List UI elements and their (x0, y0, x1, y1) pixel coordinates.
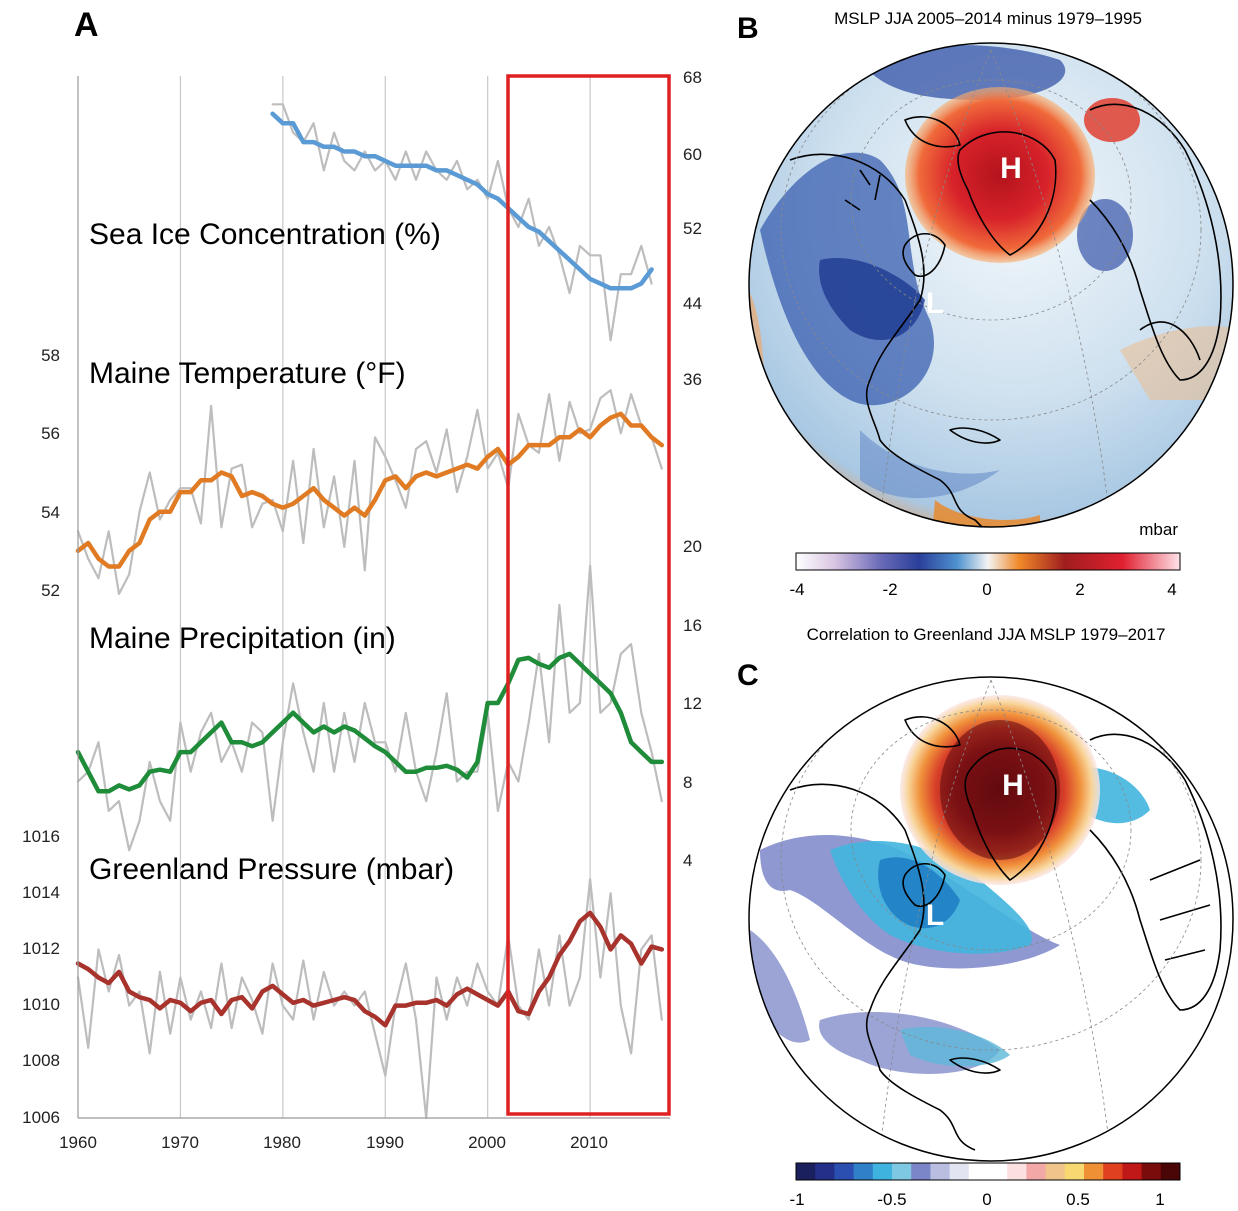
pressure-smoothed-series-line (75, 910, 665, 1028)
precipitation-smoothed-series-line (75, 651, 665, 794)
right-upper-axis-ticks: 68 60 52 44 36 (683, 68, 702, 389)
colorbar-bin (930, 1163, 951, 1180)
tick-label: 54 (41, 503, 60, 522)
colorbar-bin (968, 1163, 989, 1180)
vertical-gridlines (179, 76, 591, 1118)
precipitation-raw-series-line (76, 564, 663, 852)
panel-c-colorbar-ticks: -1 -0.5 0 0.5 1 (789, 1190, 1164, 1209)
tick-label: 1012 (22, 939, 60, 958)
series-label-temperature: Maine Temperature (°F) (89, 357, 406, 390)
tick-label: -0.5 (877, 1190, 906, 1209)
tick-label: 1006 (22, 1108, 60, 1127)
left-lower-axis-ticks: 1016 1014 1012 1010 1008 1006 (22, 827, 60, 1127)
tick-label: -1 (789, 1190, 804, 1209)
colorbar-bin (1084, 1163, 1104, 1180)
series-label-sea-ice: Sea Ice Concentration (%) (89, 218, 441, 251)
panel-b-colorbar-ticks: -4 -2 0 2 4 (789, 580, 1176, 599)
panel-letter-a: A (74, 6, 99, 44)
panel-b-coastlines (789, 103, 1222, 527)
panel-letter-c: C (737, 659, 759, 692)
sea_ice-smoothed-series-line (270, 111, 654, 291)
tick-label: 52 (41, 581, 60, 600)
series-label-pressure: Greenland Pressure (mbar) (89, 853, 454, 886)
colorbar-bin (1007, 1163, 1027, 1180)
colorbar-bin (1026, 1163, 1047, 1180)
tick-label: 20 (683, 537, 702, 556)
tick-label: 4 (683, 851, 692, 870)
panel-c-high-label: H (1002, 769, 1024, 802)
panel-c-graticule (780, 677, 1202, 1151)
colorbar-bin (796, 1163, 816, 1180)
tick-label: 2010 (570, 1133, 608, 1152)
panel-b-colorbar (795, 552, 1181, 571)
colorbar-bin (892, 1163, 912, 1180)
right-lower-axis-ticks: 20 16 12 8 4 (683, 537, 702, 870)
tick-label: 0 (982, 1190, 991, 1209)
colorbar-bin (872, 1163, 893, 1180)
panel-b-unit-label: mbar (1139, 520, 1178, 539)
tick-label: 68 (683, 68, 702, 87)
tick-label: 8 (683, 773, 692, 792)
tick-label: 1990 (366, 1133, 404, 1152)
colorbar-bin (853, 1163, 874, 1180)
tick-label: 4 (1167, 580, 1176, 599)
tick-label: 1970 (161, 1133, 199, 1152)
panel-c-map (748, 676, 1234, 1162)
panel-c-coastlines (789, 716, 1222, 1151)
colorbar-bin (1141, 1163, 1162, 1180)
recent-period-highlight-box (506, 74, 671, 1116)
tick-label: 1016 (22, 827, 60, 846)
x-axis-ticks: 1960 1970 1980 1990 2000 2010 (59, 1133, 608, 1152)
panel-b-high-label: H (1000, 152, 1022, 185)
colorbar-bin (1122, 1163, 1143, 1180)
tick-label: 56 (41, 424, 60, 443)
tick-label: 58 (41, 346, 60, 365)
left-upper-axis-ticks: 58 56 54 52 (41, 346, 60, 600)
panel-b-graticule (780, 43, 1202, 521)
panel-b-low-label: L (926, 287, 944, 320)
tick-label: 1960 (59, 1133, 97, 1152)
colorbar-bin (1103, 1163, 1123, 1180)
tick-label: 0.5 (1066, 1190, 1090, 1209)
colorbar-bin (1160, 1163, 1181, 1180)
colorbar-bin (911, 1163, 931, 1180)
colorbar-bin (815, 1163, 835, 1180)
tick-label: 52 (683, 219, 702, 238)
temperature-raw-series-line (76, 389, 663, 596)
panel-c-title: Correlation to Greenland JJA MSLP 1979–2… (807, 625, 1166, 644)
pressure-raw-series-line (76, 877, 663, 1120)
tick-label: 0 (982, 580, 991, 599)
panel-b-title: MSLP JJA 2005–2014 minus 1979–1995 (834, 9, 1142, 28)
time-series (75, 103, 665, 1120)
colorbar-outline (795, 1162, 1181, 1181)
panel-b-map (748, 42, 1234, 528)
temperature-smoothed-series-line (75, 411, 665, 569)
series-label-precipitation: Maine Precipitation (in) (89, 622, 396, 655)
tick-label: 1014 (22, 883, 60, 902)
panel-c-low-label: L (926, 899, 944, 932)
tick-label: 1980 (263, 1133, 301, 1152)
colorbar-bin (1045, 1163, 1066, 1180)
tick-label: 1 (1155, 1190, 1164, 1209)
tick-label: 60 (683, 145, 702, 164)
tick-label: 12 (683, 694, 702, 713)
panel-c-colorbar (795, 1162, 1181, 1181)
tick-label: 2 (1075, 580, 1084, 599)
tick-label: -4 (789, 580, 804, 599)
tick-label: 36 (683, 370, 702, 389)
panel-letter-b: B (737, 12, 759, 45)
tick-label: 44 (683, 294, 702, 313)
panel-c-correlation-field (750, 695, 1150, 1074)
colorbar-bin (834, 1163, 855, 1180)
tick-label: 1008 (22, 1051, 60, 1070)
colorbar-bin (1064, 1163, 1085, 1180)
colorbar-bin (988, 1163, 1008, 1180)
tick-label: 16 (683, 616, 702, 635)
tick-label: -2 (882, 580, 897, 599)
colorbar-bin (949, 1163, 970, 1180)
tick-label: 2000 (468, 1133, 506, 1152)
tick-label: 1010 (22, 995, 60, 1014)
